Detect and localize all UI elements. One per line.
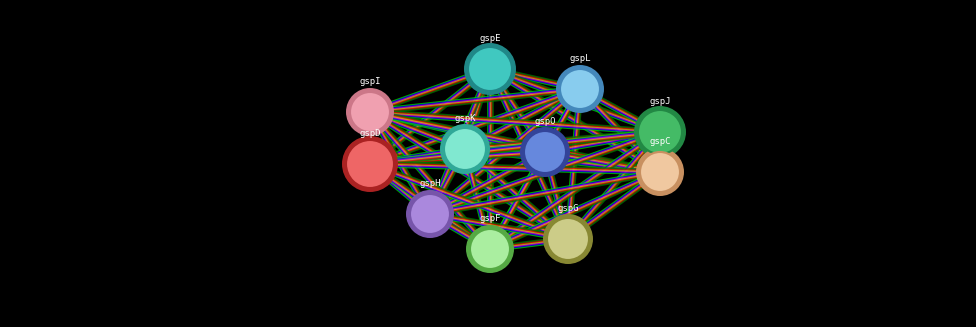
Circle shape (556, 65, 604, 113)
Circle shape (350, 92, 390, 132)
Circle shape (520, 127, 570, 177)
Circle shape (468, 47, 512, 91)
Circle shape (640, 152, 680, 192)
Circle shape (634, 106, 686, 158)
Text: gspG: gspG (557, 204, 579, 213)
Circle shape (342, 136, 398, 192)
Circle shape (410, 194, 450, 234)
Text: gspC: gspC (649, 137, 671, 146)
Circle shape (636, 148, 684, 196)
Text: gspF: gspF (479, 214, 501, 223)
Circle shape (464, 43, 516, 95)
Text: gspJ: gspJ (649, 97, 671, 106)
Text: gspK: gspK (454, 114, 475, 123)
Text: gspE: gspE (479, 34, 501, 43)
Circle shape (547, 218, 589, 260)
Circle shape (470, 229, 510, 269)
Circle shape (346, 140, 394, 188)
Circle shape (466, 225, 514, 273)
Text: gspD: gspD (359, 129, 381, 138)
Text: gspI: gspI (359, 77, 381, 86)
Circle shape (638, 110, 682, 154)
Circle shape (560, 69, 600, 109)
Circle shape (406, 190, 454, 238)
Circle shape (444, 128, 486, 170)
Circle shape (440, 124, 490, 174)
Circle shape (524, 131, 566, 173)
Circle shape (543, 214, 593, 264)
Text: gspL: gspL (569, 54, 590, 63)
Text: gspH: gspH (420, 179, 441, 188)
Circle shape (346, 88, 394, 136)
Text: gspO: gspO (534, 117, 555, 126)
